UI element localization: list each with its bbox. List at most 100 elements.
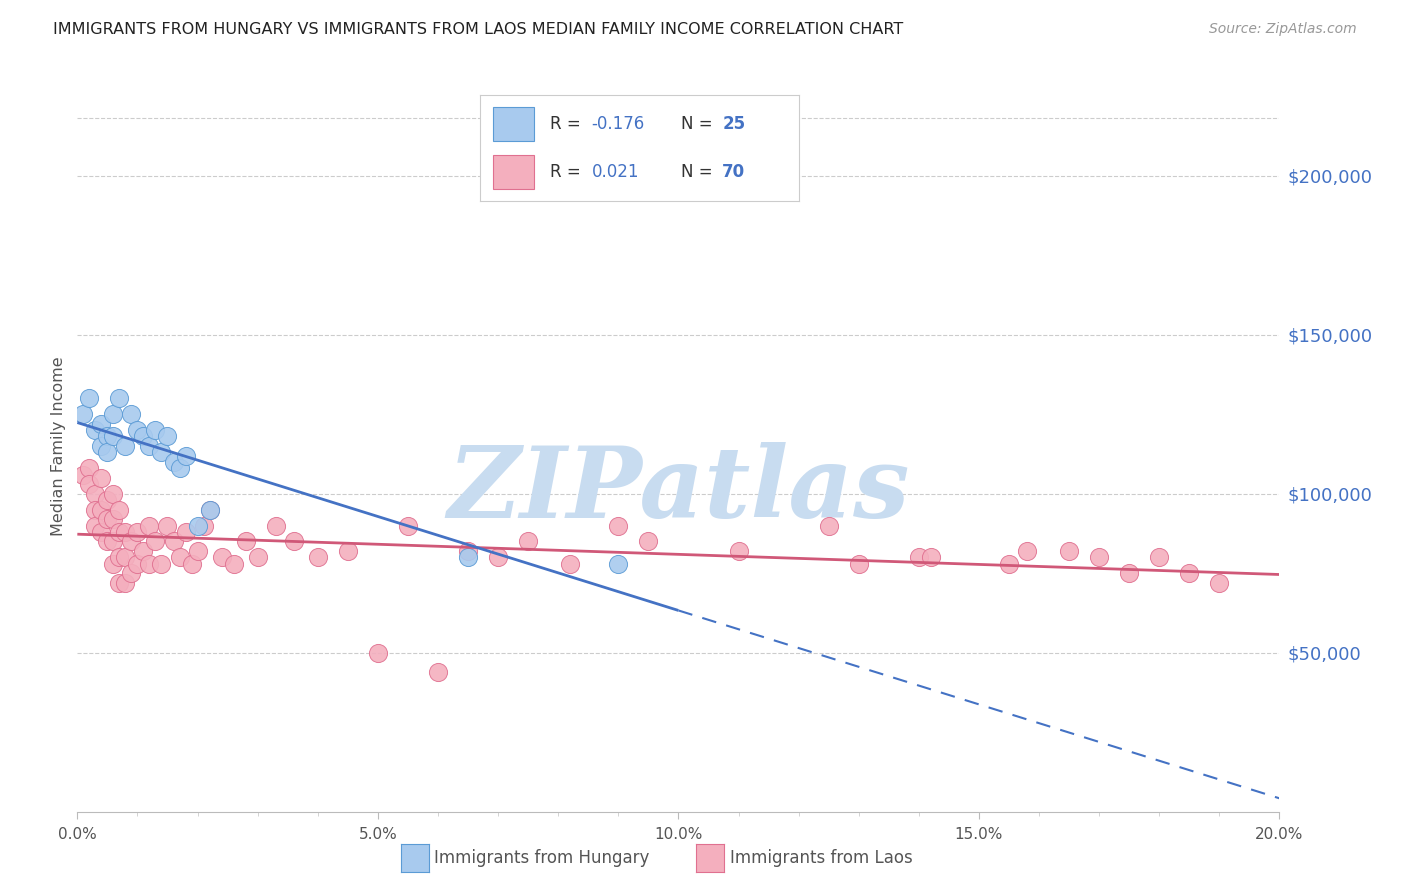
Point (132, 544, 155, 558)
Point (848, 557, 870, 571)
Point (145, 423, 167, 437)
Point (79, 477, 101, 491)
Point (150, 557, 173, 571)
Point (169, 550, 191, 565)
Point (120, 566, 142, 581)
Point (187, 544, 209, 558)
Point (222, 557, 245, 571)
Point (72, 407, 94, 421)
Point (114, 524, 136, 539)
Point (427, 665, 450, 679)
Point (174, 449, 197, 463)
Point (84, 486, 107, 500)
Point (193, 518, 215, 533)
Point (96, 445, 118, 459)
Point (90, 524, 112, 539)
Point (72, 467, 94, 482)
Point (517, 534, 540, 549)
Point (79, 461, 101, 475)
Point (90, 439, 112, 453)
Point (132, 429, 155, 443)
Point (103, 429, 125, 443)
Point (486, 550, 509, 565)
Point (79, 392, 101, 406)
Point (180, 557, 202, 571)
Point (1057, 544, 1080, 558)
Point (138, 557, 160, 571)
Point (198, 502, 221, 516)
Point (127, 524, 149, 539)
Point (457, 544, 479, 558)
Point (396, 518, 419, 533)
Point (120, 534, 142, 549)
Point (1088, 550, 1111, 565)
Point (607, 518, 630, 533)
Point (156, 518, 179, 533)
Point (108, 550, 131, 565)
Point (108, 575, 131, 590)
Point (156, 429, 179, 443)
Point (336, 544, 359, 558)
Point (560, 557, 582, 571)
Point (150, 445, 173, 459)
Point (127, 557, 149, 571)
Point (367, 646, 389, 660)
Point (264, 518, 287, 533)
Point (96, 512, 118, 526)
Point (637, 534, 659, 549)
Point (114, 550, 136, 565)
Text: Immigrants from Hungary: Immigrants from Hungary (434, 849, 650, 867)
Point (307, 550, 329, 565)
Point (162, 455, 184, 469)
Point (198, 502, 221, 516)
Point (1208, 575, 1230, 590)
Text: ZIPatlas: ZIPatlas (447, 442, 910, 538)
Point (138, 518, 160, 533)
Point (120, 407, 142, 421)
Text: Source: ZipAtlas.com: Source: ZipAtlas.com (1209, 22, 1357, 37)
Point (103, 534, 125, 549)
Point (108, 392, 131, 406)
Point (108, 502, 131, 516)
Point (96, 429, 118, 443)
Point (84, 502, 107, 516)
Point (145, 534, 167, 549)
Point (84, 423, 107, 437)
Point (90, 417, 112, 431)
Point (162, 534, 184, 549)
Point (187, 518, 209, 533)
Point (114, 439, 136, 453)
Point (1118, 566, 1140, 581)
Point (84, 518, 107, 533)
Point (457, 550, 479, 565)
Point (108, 524, 131, 539)
Point (114, 575, 136, 590)
Point (1015, 544, 1038, 558)
Point (174, 524, 197, 539)
Point (103, 407, 125, 421)
Point (127, 423, 149, 437)
Point (607, 557, 630, 571)
Point (1178, 566, 1201, 581)
Point (246, 550, 269, 565)
Point (138, 439, 160, 453)
Point (90, 502, 112, 516)
Point (103, 512, 125, 526)
Point (283, 534, 305, 549)
Point (211, 550, 233, 565)
Point (1149, 550, 1171, 565)
Point (908, 550, 931, 565)
Point (727, 544, 749, 558)
Text: Immigrants from Laos: Immigrants from Laos (730, 849, 912, 867)
Text: IMMIGRANTS FROM HUNGARY VS IMMIGRANTS FROM LAOS MEDIAN FAMILY INCOME CORRELATION: IMMIGRANTS FROM HUNGARY VS IMMIGRANTS FR… (53, 22, 904, 37)
Y-axis label: Median Family Income: Median Family Income (51, 356, 66, 536)
Point (920, 550, 942, 565)
Point (235, 534, 257, 549)
Point (817, 518, 839, 533)
Point (96, 534, 118, 549)
Point (169, 461, 191, 475)
Point (998, 557, 1021, 571)
Point (103, 486, 125, 500)
Point (96, 493, 118, 508)
Point (103, 557, 125, 571)
